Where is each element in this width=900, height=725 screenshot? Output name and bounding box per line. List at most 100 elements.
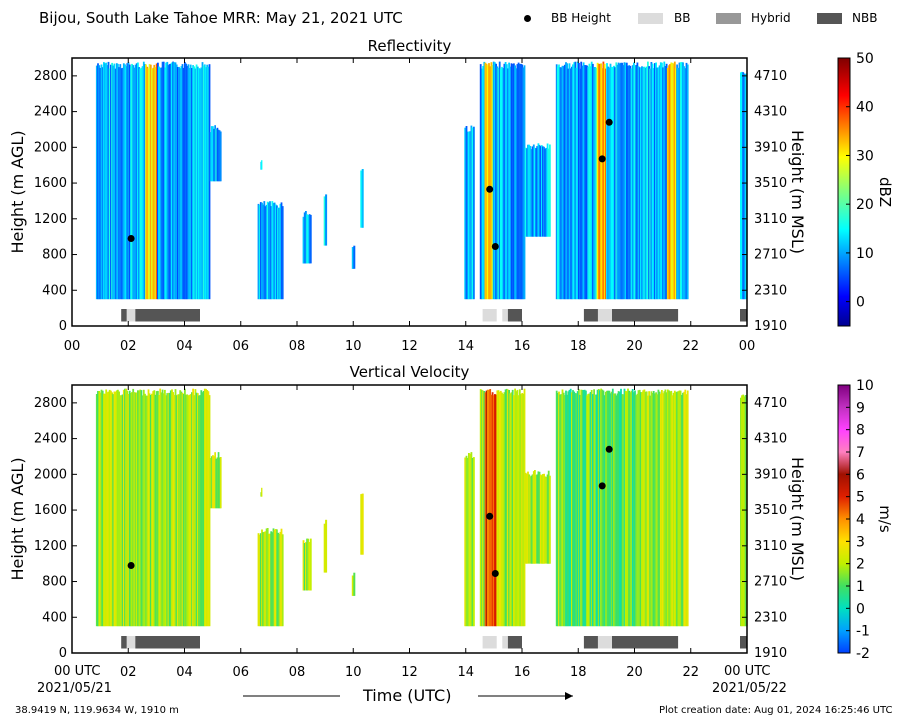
echo-column — [153, 390, 156, 627]
echo-column — [113, 391, 116, 627]
echo-column — [616, 64, 619, 300]
echo-column — [672, 63, 675, 300]
echo-column — [507, 389, 509, 627]
echo-column — [574, 61, 577, 300]
echo-column — [101, 390, 104, 627]
echo-column — [481, 389, 483, 627]
echo-column — [147, 68, 150, 300]
echo-column — [133, 67, 136, 300]
echo-column — [130, 393, 132, 627]
echo-column — [582, 390, 585, 627]
echo-column — [491, 65, 494, 300]
echo-column — [213, 128, 215, 182]
echo-column — [141, 395, 144, 627]
echo-column — [181, 64, 184, 300]
echo-column — [566, 394, 569, 627]
y-tick-label: 1600 — [34, 176, 67, 191]
colorbar-tick-label: 1 — [856, 579, 865, 595]
echo-column — [649, 68, 652, 300]
echo-column — [137, 390, 139, 627]
echo-column — [595, 68, 598, 300]
echo-column — [323, 523, 326, 573]
echo-column — [270, 531, 273, 627]
echo-column — [609, 63, 612, 300]
echo-column — [485, 63, 488, 300]
echo-column — [307, 214, 310, 264]
echo-column — [586, 395, 588, 627]
echo-column — [186, 394, 189, 627]
echo-column — [659, 62, 662, 300]
y-tick-label: 400 — [42, 283, 67, 298]
echo-column — [530, 475, 533, 564]
echo-column — [158, 66, 160, 300]
time-axis-arrow — [243, 692, 573, 700]
echo-column — [587, 66, 590, 300]
echo-column — [663, 61, 666, 300]
panel-title: Reflectivity — [368, 37, 452, 55]
echo-column — [628, 65, 631, 300]
echo-column — [138, 67, 140, 300]
x-tick-label: 12 — [401, 665, 418, 680]
echo-column — [198, 395, 200, 627]
echo-column — [503, 63, 506, 300]
echo-column — [99, 67, 102, 300]
echo-column — [151, 393, 153, 627]
bb-height-point — [598, 155, 606, 163]
echo-column — [210, 456, 213, 509]
echo-column — [558, 64, 560, 300]
echo-column — [641, 392, 643, 627]
echo-column — [600, 388, 602, 627]
echo-column — [592, 394, 594, 627]
echo-column — [281, 206, 284, 300]
echo-column — [683, 66, 686, 300]
echo-column — [273, 202, 276, 300]
echo-column — [103, 62, 105, 300]
echo-column — [166, 61, 169, 300]
echo-column — [529, 146, 532, 237]
echo-column — [206, 390, 209, 627]
echo-column — [549, 475, 551, 564]
echo-column — [360, 170, 363, 228]
echo-column — [153, 64, 156, 300]
echo-column — [306, 214, 308, 264]
echo-column — [137, 62, 139, 300]
y-tick-label-right: 4310 — [754, 105, 787, 120]
echo-column — [627, 65, 629, 300]
y-tick-label: 0 — [59, 319, 67, 334]
echo-column — [269, 533, 271, 627]
echo-column — [180, 391, 183, 627]
echo-column — [276, 205, 278, 300]
echo-column — [184, 62, 186, 300]
echo-column — [586, 65, 588, 300]
echo-column — [106, 392, 109, 627]
echo-column — [207, 66, 210, 300]
echo-column — [569, 68, 572, 300]
echo-column — [132, 388, 135, 627]
echo-column — [573, 62, 576, 300]
echo-column — [114, 68, 117, 300]
echo-column — [596, 62, 599, 300]
echo-column — [126, 63, 129, 300]
echo-column — [162, 61, 165, 300]
echo-column — [187, 64, 190, 300]
echo-column — [513, 63, 515, 300]
echo-column — [544, 476, 547, 564]
echo-column — [302, 216, 305, 264]
echo-column — [161, 389, 164, 627]
echo-column — [473, 457, 475, 627]
echo-column — [508, 390, 510, 627]
echo-column — [482, 66, 484, 300]
echo-column — [633, 392, 635, 627]
echo-column — [115, 390, 118, 627]
echo-column — [565, 390, 567, 627]
echo-column — [151, 68, 153, 300]
echo-column — [182, 393, 185, 627]
echo-column — [142, 61, 145, 300]
echo-column — [623, 62, 626, 300]
echo-column — [110, 64, 112, 300]
echo-column — [278, 207, 281, 300]
bb-type-segment — [482, 636, 497, 649]
echo-column — [576, 391, 579, 627]
echo-column — [650, 62, 653, 300]
echo-column — [194, 389, 197, 627]
